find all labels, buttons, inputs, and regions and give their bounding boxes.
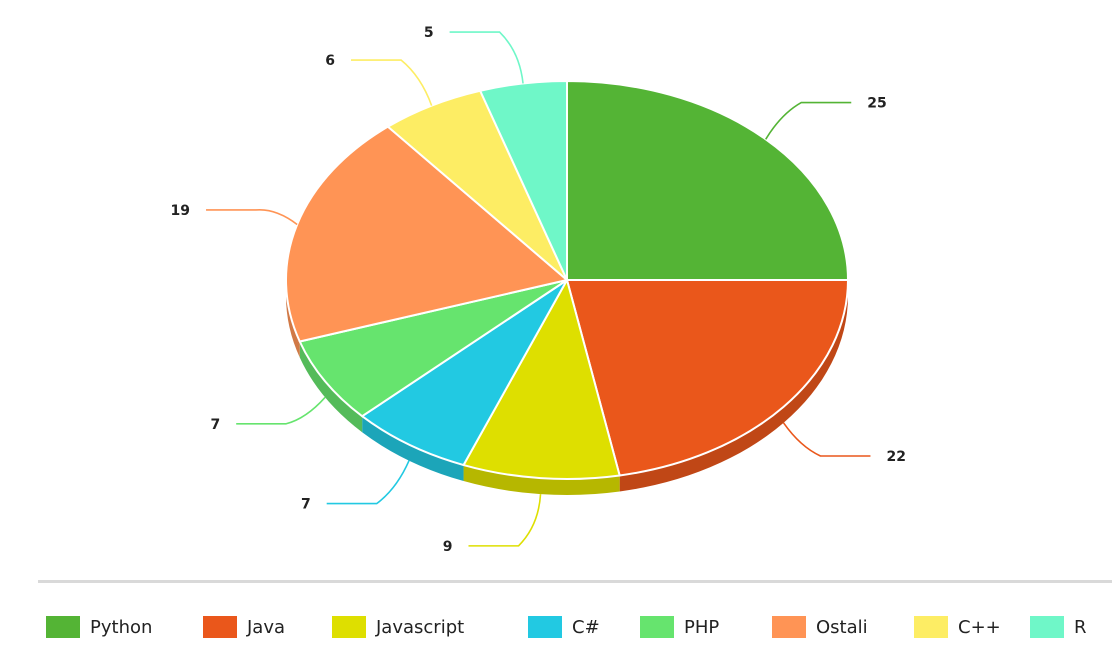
- leader-line-csharp: [326, 460, 410, 505]
- legend-item-r[interactable]: R: [1030, 612, 1087, 642]
- leader-line-java: [782, 422, 871, 457]
- legend-swatch-cpp: [914, 616, 948, 638]
- value-label-javascript: 9: [443, 539, 453, 555]
- legend-label-javascript: Javascript: [376, 616, 465, 638]
- legend-swatch-php: [640, 616, 674, 638]
- pie-side-javascript: [463, 465, 620, 496]
- legend-item-ostali[interactable]: Ostali: [772, 612, 868, 642]
- legend-label-python: Python: [90, 616, 153, 638]
- legend-divider: [38, 580, 1112, 583]
- pie-chart-svg: 25 22 9 7 7 19 6 5: [171, 25, 906, 555]
- value-label-ostali: 19: [171, 203, 190, 219]
- value-label-r: 5: [424, 25, 434, 41]
- pie-side-csharp: [362, 416, 464, 482]
- legend-item-java[interactable]: Java: [203, 612, 285, 642]
- legend-item-cpp[interactable]: C++: [914, 612, 1001, 642]
- leader-line-javascript: [468, 494, 542, 547]
- legend-label-r: R: [1074, 616, 1087, 638]
- value-label-csharp: 7: [301, 497, 311, 513]
- legend-label-cpp: C++: [958, 616, 1001, 638]
- leader-line-ostali: [206, 209, 298, 226]
- value-label-cpp: 6: [325, 53, 335, 69]
- legend-item-python[interactable]: Python: [46, 612, 152, 642]
- legend-item-csharp[interactable]: C#: [528, 612, 600, 642]
- value-label-java: 22: [886, 449, 905, 465]
- legend-swatch-r: [1030, 616, 1064, 638]
- legend-swatch-javascript: [332, 616, 366, 638]
- chart-legend: Python Java Javascript C# PHP Ostali C++…: [0, 612, 1112, 652]
- pie-side-java: [619, 280, 848, 492]
- legend-swatch-csharp: [528, 616, 562, 638]
- legend-label-java: Java: [247, 616, 286, 638]
- value-label-php: 7: [210, 417, 220, 433]
- legend-swatch-java: [203, 616, 237, 638]
- leader-line-cpp: [351, 59, 433, 106]
- legend-item-php[interactable]: PHP: [640, 612, 719, 642]
- legend-label-php: PHP: [684, 616, 720, 638]
- leader-line-php: [236, 396, 326, 425]
- legend-item-javascript[interactable]: Javascript: [332, 612, 464, 642]
- pie-slice-r[interactable]: [479, 80, 568, 281]
- pie-slice-java[interactable]: [566, 279, 849, 477]
- pie-slice-javascript[interactable]: [462, 279, 621, 480]
- legend-swatch-ostali: [772, 616, 806, 638]
- legend-swatch-python: [46, 616, 80, 638]
- pie-chart: 25 22 9 7 7 19 6 5: [171, 25, 906, 555]
- pie-side-php: [299, 341, 363, 433]
- leader-line-python: [765, 101, 852, 140]
- leader-line-r: [449, 31, 524, 84]
- value-label-python: 25: [867, 96, 886, 112]
- legend-label-ostali: Ostali: [816, 616, 868, 638]
- pie-side-ostali: [286, 280, 300, 358]
- legend-label-csharp: C#: [572, 616, 600, 638]
- pie-slice-ostali[interactable]: [285, 125, 568, 343]
- pie-slice-php[interactable]: [298, 279, 568, 418]
- pie-slice-python[interactable]: [566, 80, 849, 281]
- pie-slice-csharp[interactable]: [361, 279, 568, 467]
